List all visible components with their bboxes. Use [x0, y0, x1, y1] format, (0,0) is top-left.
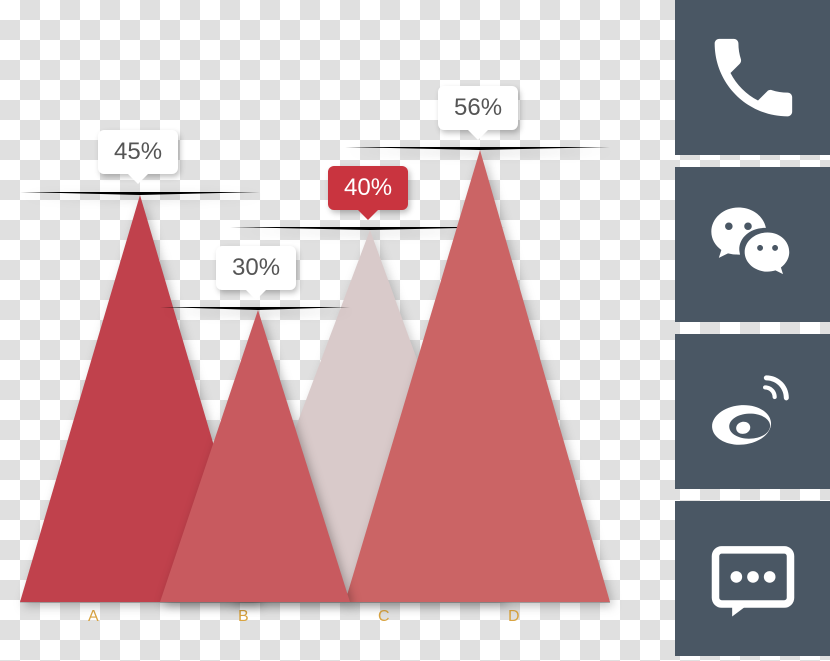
triangle-chart: A B C D 45% .bubble:nth-of-type(1)::afte…: [0, 0, 660, 661]
value-text: 40%: [344, 174, 392, 201]
peak-b: [160, 307, 350, 602]
icon-tile-phone[interactable]: [675, 0, 830, 155]
axis-label-b: B: [238, 608, 249, 626]
axis-label-d: D: [508, 608, 520, 626]
value-bubble-d: 56%: [438, 86, 518, 130]
icon-strip: [675, 0, 830, 656]
weibo-icon: [703, 362, 803, 462]
value-bubble-b: 30%: [216, 246, 296, 290]
icon-tile-message[interactable]: [675, 501, 830, 656]
icon-tile-wechat[interactable]: [675, 167, 830, 322]
value-bubble-a: 45%: [98, 130, 178, 174]
peak-d: [345, 147, 610, 602]
icon-tile-weibo[interactable]: [675, 334, 830, 489]
chart-baseline: [20, 602, 610, 603]
wechat-icon: [703, 195, 803, 295]
value-text: 56%: [454, 94, 502, 121]
value-text: 30%: [232, 254, 280, 281]
phone-icon: [703, 28, 803, 128]
axis-label-c: C: [378, 608, 390, 626]
axis-label-a: A: [88, 608, 99, 626]
value-text: 45%: [114, 138, 162, 165]
message-icon: [703, 529, 803, 629]
value-bubble-c: 40%: [328, 166, 408, 210]
